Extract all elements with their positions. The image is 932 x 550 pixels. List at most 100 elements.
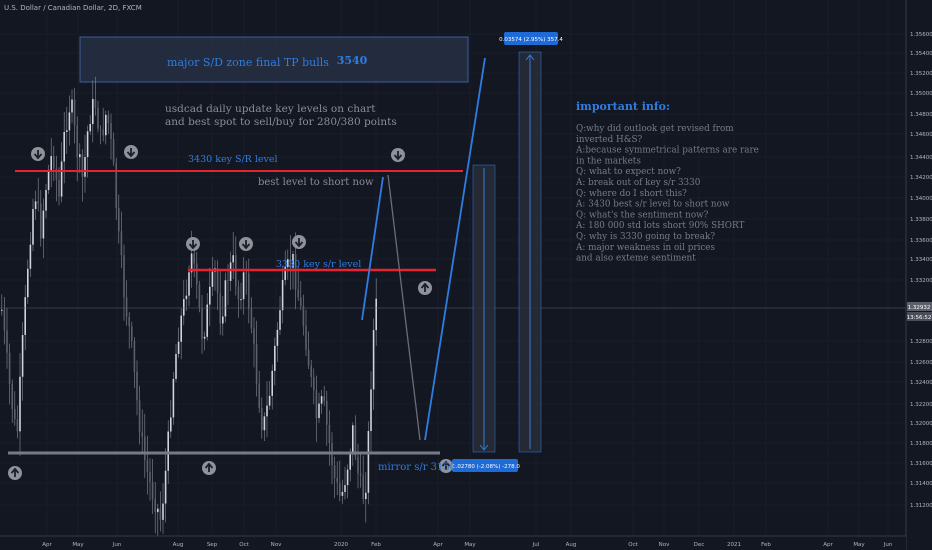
level-3430-label: 3430 key S/R level	[188, 154, 278, 165]
candle-body	[201, 307, 203, 339]
candle-body	[102, 129, 104, 136]
time-tick-label: May	[853, 542, 865, 548]
time-tick-label: Apr	[823, 542, 833, 548]
time-tick-label: 2021	[727, 542, 741, 548]
candle-body	[146, 459, 149, 473]
countdown-label: 13:56:52	[907, 315, 932, 321]
candle-body	[232, 255, 234, 263]
candle-body	[349, 452, 351, 470]
candle-body	[177, 341, 180, 354]
arrow-down-icon[interactable]	[124, 145, 138, 159]
arrow-down-icon[interactable]	[391, 148, 405, 162]
info-line: inverted H&S?	[576, 135, 643, 145]
projection-up-line[interactable]	[361, 176, 384, 321]
arrow-down-icon[interactable]	[239, 237, 253, 251]
candle-body	[24, 297, 26, 335]
candle-body	[60, 161, 63, 197]
candle-body	[289, 259, 292, 268]
price-tick-label: 1.32600	[910, 360, 932, 366]
price-tick-label: 1.34800	[910, 112, 932, 118]
candle-body	[297, 289, 299, 298]
candle-body	[167, 431, 169, 471]
arrow-up-icon[interactable]	[418, 281, 432, 295]
candle-body	[219, 293, 221, 324]
candle-body	[224, 280, 227, 317]
time-tick-label: Nov	[659, 542, 670, 548]
time-tick-label: Jul	[532, 542, 540, 548]
price-tick-label: 1.35000	[910, 91, 932, 97]
update-note-line1: usdcad daily update key levels on chart	[165, 103, 376, 115]
time-tick-label: Oct	[239, 542, 249, 548]
candle-body	[131, 326, 133, 341]
arrow-up-icon[interactable]	[202, 461, 216, 475]
candle-body	[253, 328, 255, 345]
candle-body	[125, 297, 128, 317]
time-axis[interactable]	[0, 536, 906, 550]
candle-body	[365, 492, 367, 500]
candle-body	[159, 508, 162, 520]
candle-body	[313, 377, 315, 391]
candle-body	[42, 210, 45, 239]
price-axis[interactable]	[906, 0, 932, 550]
arrow-up-icon[interactable]	[439, 459, 453, 473]
candle-body	[222, 316, 224, 324]
candle-body	[320, 396, 323, 404]
info-block: Q:why did outlook get revised frominvert…	[575, 124, 759, 264]
candle-body	[294, 254, 297, 290]
price-tick-label: 1.31200	[910, 503, 932, 509]
info-line: and also exteme sentiment	[576, 254, 696, 264]
candle-body	[268, 395, 271, 406]
candle-body	[94, 99, 97, 108]
price-tick-label: 1.34200	[910, 175, 932, 181]
projection-final-line[interactable]	[424, 57, 486, 441]
candle-body	[206, 304, 208, 337]
supply-demand-zone[interactable]	[79, 36, 469, 83]
candle-body	[359, 473, 362, 476]
candle-body	[162, 503, 164, 520]
candle-body	[271, 370, 273, 396]
candle-body	[183, 299, 185, 316]
candle-body	[76, 125, 78, 158]
candle-body	[27, 268, 29, 298]
candle-body	[141, 432, 143, 437]
time-tick-label: Jun	[112, 542, 122, 548]
candle-body	[149, 472, 151, 483]
candle-body	[307, 349, 310, 366]
arrow-down-icon[interactable]	[292, 235, 306, 249]
arrow-down-icon[interactable]	[186, 237, 200, 251]
time-tick-label: Apr	[433, 542, 443, 548]
update-note-line2: and best spot to sell/buy for 280/380 po…	[165, 116, 397, 128]
projection-down-line[interactable]	[387, 174, 421, 441]
arrow-up-icon[interactable]	[8, 466, 22, 480]
candle-body	[175, 353, 177, 379]
candle-body	[250, 308, 253, 329]
price-tick-label: 1.31400	[910, 481, 932, 487]
arrow-down-icon[interactable]	[31, 147, 45, 161]
info-line: A: major weakness in oil prices	[575, 243, 716, 253]
candle-body	[203, 336, 206, 339]
price-axis-ticks: 1.35600 1.35400 1.35200 1.35000 1.34800 1.346…	[910, 32, 932, 509]
price-tick-label: 1.32400	[910, 380, 932, 386]
candle-body	[284, 267, 286, 281]
measure-down-arrowhead	[479, 444, 489, 451]
candle-body	[37, 201, 39, 204]
candle-body	[45, 190, 47, 211]
info-line: Q: what's the sentiment now?	[576, 210, 709, 220]
arrow-markers	[8, 145, 453, 480]
info-line: A: 3430 best s/r level to short now	[575, 200, 730, 210]
candle-body	[292, 254, 294, 268]
candle-body	[133, 340, 136, 372]
candle-body	[357, 456, 359, 474]
candle-body	[185, 295, 188, 300]
info-line: Q: what to expect now?	[576, 167, 681, 177]
candle-body	[84, 157, 86, 177]
price-tick-label: 1.34600	[910, 132, 932, 138]
time-tick-label: Sep	[207, 542, 218, 548]
candle-body	[216, 268, 219, 294]
candle-body	[6, 330, 8, 353]
candle-body	[138, 400, 141, 433]
candle-body	[11, 384, 13, 409]
candle-body	[190, 253, 193, 273]
